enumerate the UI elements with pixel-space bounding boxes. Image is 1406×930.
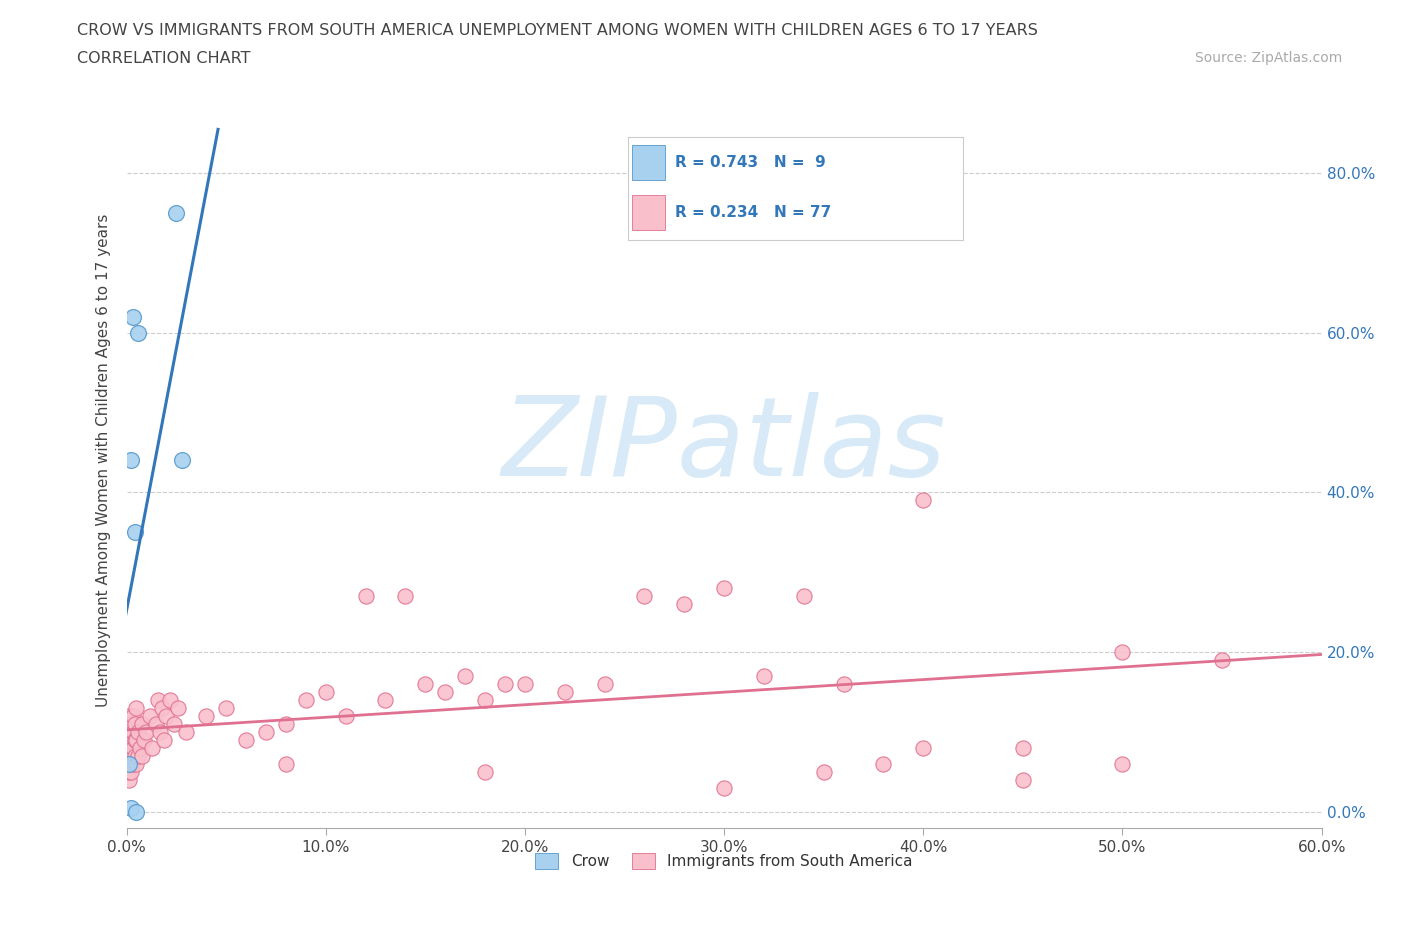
Point: [832, 676, 855, 691]
Point: [593, 676, 616, 691]
Point: [1111, 644, 1133, 659]
Point: [872, 756, 894, 771]
Point: [1011, 740, 1033, 755]
Point: [474, 693, 496, 708]
Point: [117, 733, 139, 748]
Point: [195, 709, 218, 724]
Point: [131, 716, 153, 731]
Point: [274, 716, 297, 731]
Point: [129, 740, 152, 755]
Point: [135, 724, 157, 739]
Point: [155, 709, 177, 724]
Point: [474, 764, 496, 779]
Point: [150, 700, 174, 715]
Point: [127, 724, 149, 739]
Point: [125, 700, 148, 715]
Point: [163, 716, 186, 731]
Point: [149, 724, 172, 739]
Point: [117, 716, 139, 731]
Point: [117, 772, 139, 787]
Point: [121, 740, 143, 755]
Point: [121, 756, 143, 771]
Point: [139, 709, 162, 724]
Text: CROW VS IMMIGRANTS FROM SOUTH AMERICA UNEMPLOYMENT AMONG WOMEN WITH CHILDREN AGE: CROW VS IMMIGRANTS FROM SOUTH AMERICA UN…: [77, 23, 1038, 38]
Point: [713, 580, 735, 595]
Point: [117, 749, 139, 764]
Point: [434, 684, 457, 699]
Point: [120, 749, 142, 764]
Point: [117, 724, 139, 739]
Point: [354, 589, 377, 604]
Point: [1211, 653, 1233, 668]
Point: [120, 733, 142, 748]
Point: [134, 733, 156, 748]
Point: [633, 589, 655, 604]
Text: CORRELATION CHART: CORRELATION CHART: [77, 51, 250, 66]
Point: [174, 724, 197, 739]
Text: Source: ZipAtlas.com: Source: ZipAtlas.com: [1195, 51, 1343, 65]
Point: [335, 709, 357, 724]
Point: [713, 780, 735, 795]
Point: [274, 756, 297, 771]
Point: [254, 724, 277, 739]
Point: [124, 733, 146, 748]
Point: [124, 525, 146, 539]
Point: [120, 453, 142, 468]
Point: [912, 493, 935, 508]
Point: [120, 764, 142, 779]
Point: [120, 716, 142, 731]
Point: [912, 740, 935, 755]
Point: [148, 693, 170, 708]
Point: [165, 206, 187, 220]
Point: [127, 749, 149, 764]
Point: [121, 309, 143, 324]
Point: [494, 676, 516, 691]
Point: [120, 801, 142, 816]
Point: [673, 597, 696, 612]
Point: [127, 326, 149, 340]
Point: [117, 709, 139, 724]
Point: [121, 724, 143, 739]
Legend: Crow, Immigrants from South America: Crow, Immigrants from South America: [530, 847, 918, 875]
Point: [1111, 756, 1133, 771]
Point: [554, 684, 576, 699]
Point: [813, 764, 835, 779]
Point: [374, 693, 396, 708]
Y-axis label: Unemployment Among Women with Children Ages 6 to 17 years: Unemployment Among Women with Children A…: [96, 214, 111, 707]
Point: [117, 756, 139, 771]
Point: [145, 716, 167, 731]
Point: [315, 684, 337, 699]
Point: [141, 740, 163, 755]
Point: [125, 756, 148, 771]
Point: [235, 733, 257, 748]
Point: [131, 749, 153, 764]
Point: [167, 700, 190, 715]
Point: [153, 733, 176, 748]
Point: [125, 804, 148, 819]
Point: [121, 709, 143, 724]
Point: [124, 749, 146, 764]
Point: [125, 733, 148, 748]
Point: [215, 700, 238, 715]
Point: [793, 589, 815, 604]
Point: [294, 693, 316, 708]
Point: [172, 453, 194, 468]
Point: [413, 676, 436, 691]
Point: [117, 756, 139, 771]
Point: [454, 669, 477, 684]
Point: [752, 669, 775, 684]
Point: [1011, 772, 1033, 787]
Point: [124, 716, 146, 731]
Point: [394, 589, 416, 604]
Point: [159, 693, 181, 708]
Point: [513, 676, 536, 691]
Point: [117, 764, 139, 779]
Text: ZIPatlas: ZIPatlas: [502, 392, 946, 499]
